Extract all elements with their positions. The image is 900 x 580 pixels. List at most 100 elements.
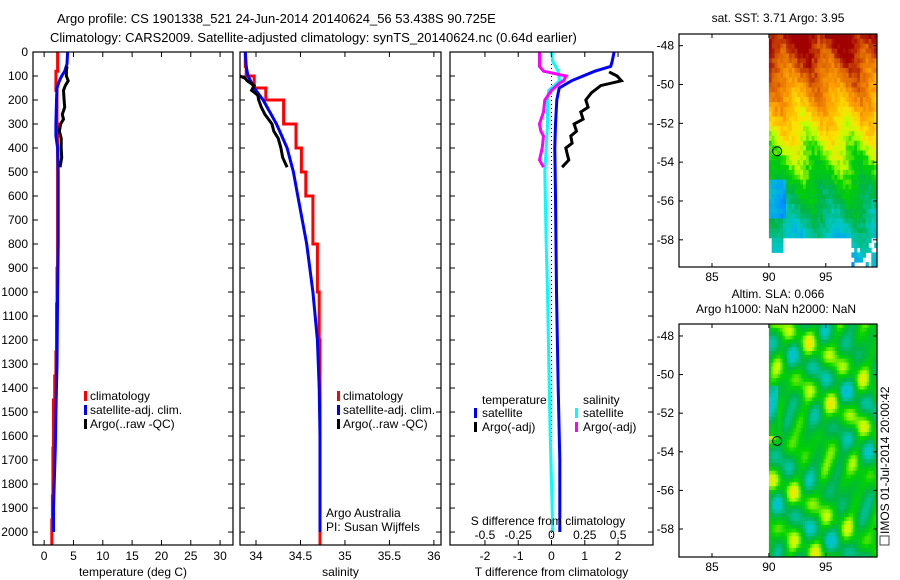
map-cell	[862, 528, 865, 533]
map-cell	[862, 194, 866, 200]
map-cell	[868, 179, 872, 185]
map-cell	[840, 38, 844, 45]
map-cell	[842, 165, 847, 171]
map-cell	[848, 459, 852, 464]
map-cell	[793, 412, 797, 418]
map-cell	[859, 490, 863, 495]
map-cell	[859, 43, 864, 49]
map-cell	[780, 385, 783, 391]
map-cell	[859, 165, 864, 171]
map-cell	[782, 366, 786, 371]
x-axis-label: T difference from climatology	[475, 565, 629, 579]
map-cell	[780, 436, 783, 441]
map-cell	[820, 223, 824, 229]
map-cell	[788, 160, 792, 166]
map-cell	[768, 393, 772, 398]
map-cell	[841, 520, 845, 526]
map-cell	[816, 385, 820, 391]
map-cell	[868, 155, 872, 161]
map-cell	[789, 408, 793, 414]
map-cell	[825, 92, 829, 98]
map-cell	[850, 520, 854, 526]
map-cell	[780, 233, 784, 239]
map-cell	[797, 218, 801, 224]
map-cell	[773, 439, 777, 445]
map-cell	[791, 354, 795, 360]
map-cell	[848, 145, 852, 151]
map-cell	[787, 339, 790, 344]
map-cell	[822, 111, 827, 117]
map-cell	[871, 77, 875, 83]
map-cell	[837, 126, 841, 132]
map-cell	[775, 408, 779, 414]
map-cell	[844, 513, 847, 518]
map-cell	[850, 478, 854, 483]
map-cell	[862, 520, 865, 526]
map-cell	[871, 34, 875, 40]
map-cell	[797, 102, 801, 108]
map-cell	[791, 405, 795, 410]
map-cell	[839, 509, 843, 514]
map-cell	[857, 408, 861, 414]
map-cell	[873, 463, 877, 468]
map-cell	[871, 540, 874, 545]
map-cell	[850, 327, 854, 333]
map-cell	[793, 532, 797, 537]
map-cell	[869, 408, 872, 414]
map-cell	[791, 378, 795, 383]
map-cell	[787, 439, 790, 445]
map-cell	[837, 381, 840, 387]
map-cell	[768, 366, 772, 371]
map-cell	[803, 165, 807, 171]
map-cell	[793, 432, 797, 437]
map-cell	[823, 528, 827, 533]
map-cell	[850, 393, 854, 398]
map-cell	[814, 218, 818, 224]
map-cell	[859, 184, 864, 190]
map-cell	[845, 194, 849, 200]
map-cell	[777, 102, 781, 108]
map-cell	[793, 547, 797, 553]
map-cell	[798, 405, 802, 410]
map-cell	[798, 478, 802, 483]
map-cell	[844, 524, 847, 530]
map-cell	[807, 385, 811, 391]
map-cell	[774, 165, 778, 171]
map-cell	[814, 490, 818, 495]
map-cell	[794, 111, 798, 117]
map-cell	[834, 327, 838, 333]
map-cell	[800, 203, 804, 210]
map-cell	[830, 378, 833, 383]
map-cell	[807, 327, 811, 333]
map-cell	[855, 451, 859, 456]
map-cell	[768, 362, 772, 367]
map-cell	[817, 184, 821, 190]
map-cell	[840, 218, 844, 224]
map-cell	[845, 165, 849, 171]
map-cell	[853, 432, 856, 437]
map-cell	[825, 378, 829, 383]
map-cell	[868, 68, 872, 74]
map-cell	[814, 366, 818, 371]
map-cell	[846, 366, 849, 371]
map-cell	[820, 63, 824, 69]
map-cell	[823, 389, 827, 394]
map-cell	[823, 517, 827, 522]
map-cell	[825, 34, 829, 40]
map-cell	[871, 420, 874, 425]
map-cell	[866, 436, 870, 441]
map-cell	[787, 524, 790, 530]
map-cell	[848, 416, 852, 421]
map-cell	[855, 378, 859, 383]
map-cell	[848, 544, 852, 549]
map-cell	[800, 439, 804, 445]
map-cell	[774, 53, 778, 59]
map-cell	[859, 351, 863, 356]
map-cell	[780, 505, 783, 510]
map-cell	[869, 470, 872, 475]
map-cell	[775, 474, 779, 479]
map-cell	[812, 362, 815, 367]
map-cell	[839, 420, 843, 425]
map-cell	[784, 451, 788, 456]
map-cell	[800, 111, 804, 117]
